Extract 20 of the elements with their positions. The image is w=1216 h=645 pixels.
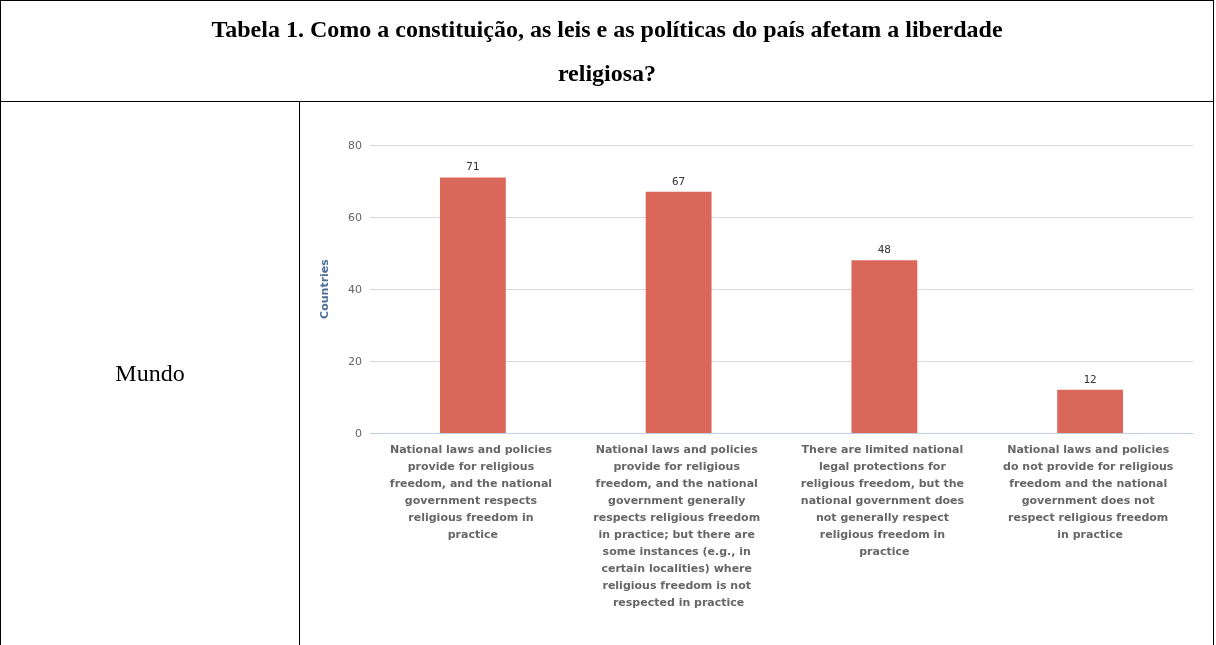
y-tick-label: 40	[348, 282, 362, 296]
chart-title: Tabela 1. Como a constituição, as leis e as políticas do país afetam a liberdade religiosa?	[1, 1, 1213, 102]
x-tick-label: National laws and policies do not provide for religious freedom and the national government does not respect religious freedom in practice	[1003, 443, 1178, 541]
data-label: 67	[672, 174, 686, 188]
data-label: 12	[1083, 372, 1097, 386]
y-tick-label: 20	[348, 354, 362, 368]
data-label: 71	[466, 160, 480, 174]
bar	[439, 177, 506, 433]
y-axis-title: Countries	[318, 258, 331, 319]
text: Mundo	[1, 102, 300, 645]
category-label: National laws and policies provide for religious freedom, and the national government generally respects religious freedom in practice; but there are some instances (e.g., in certain localities) where religious freedom is not respected in practice	[593, 443, 761, 609]
bar	[1057, 389, 1124, 433]
x-tick-label: There are limited national legal protections for religious freedom, but the national government does not generally respect religious freedom in practice	[800, 443, 968, 558]
y-tick-label: 80	[348, 138, 362, 152]
bar	[645, 191, 712, 433]
y-tick-label: 60	[348, 210, 362, 224]
x-tick-label: National laws and policies provide for religious freedom, and the national government respects religious freedom in practice	[389, 443, 556, 541]
bar	[851, 260, 918, 433]
y-tick-label: 0	[355, 426, 362, 440]
data-label: 48	[877, 243, 891, 257]
